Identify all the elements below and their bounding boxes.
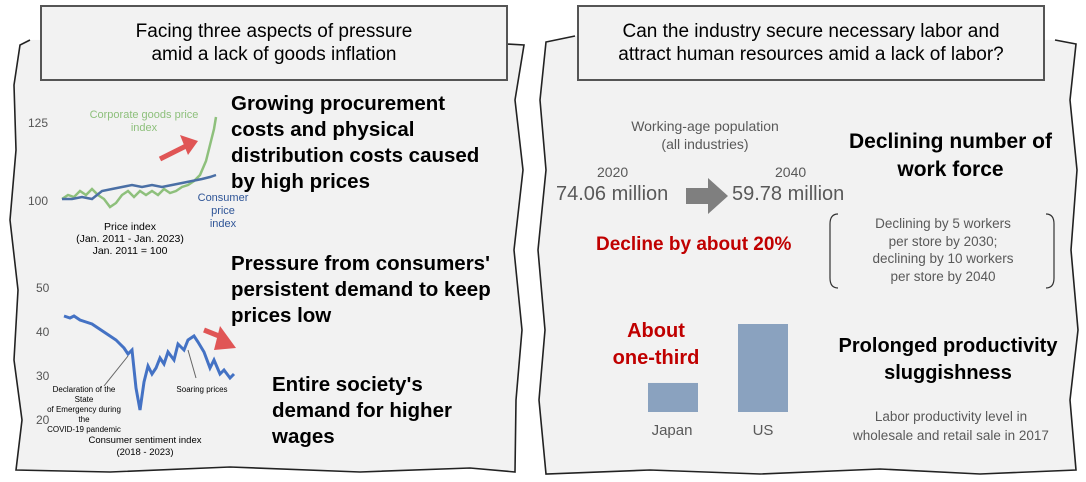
right-point-2: Prolonged productivity sluggishness <box>818 333 1078 387</box>
left-point-3: Entire society's demand for higher wages <box>272 372 502 450</box>
left-point-2-l1: Pressure from consumers' <box>231 252 490 275</box>
left-point-3-l2: demand for higher <box>272 399 452 422</box>
left-point-1-l4: by high prices <box>231 170 370 193</box>
productivity-note-l1: Labor productivity level in <box>874 409 1028 424</box>
right-point-1: Declining number of work force <box>828 128 1073 184</box>
productivity-bar-chart <box>648 324 788 412</box>
covid-annotation: Declaration of the State of Emergency du… <box>44 385 124 435</box>
left-point-3-l1: Entire society's <box>272 373 423 396</box>
left-header: Facing three aspects of pressure amid a … <box>40 5 508 81</box>
left-point-2-l3: prices low <box>231 304 332 327</box>
left-panel-frame <box>9 35 525 473</box>
bar-japan <box>648 382 698 412</box>
about-one-third-l2: one-third <box>612 347 700 369</box>
price-chart-title-l3: Jan. 2011 = 100 <box>92 245 168 257</box>
left-point-1-l3: distribution costs caused <box>231 144 480 167</box>
y-tick-30: 30 <box>36 369 50 383</box>
cgpi-label-l2: index <box>130 122 158 134</box>
cgpi-label: Corporate goods price index <box>74 109 214 135</box>
store-decline-note-l4: per store by 2040 <box>890 268 996 284</box>
value-2020: 74.06 million <box>556 183 669 205</box>
store-decline-note-l1: Declining by 5 workers <box>875 216 1011 231</box>
productivity-note-l2: wholesale and retail sale in 2017 <box>853 428 1049 443</box>
year-2040: 2040 <box>775 164 807 180</box>
working-age-label-l2: (all industries) <box>661 136 749 152</box>
decline-label: Decline by about 20% <box>596 234 792 255</box>
y-tick-40: 40 <box>36 325 50 339</box>
left-point-1: Growing procurement costs and physical d… <box>231 91 511 195</box>
working-age-label: Working-age population (all industries) <box>610 117 800 153</box>
year-2020: 2020 <box>597 164 629 180</box>
productivity-note: Labor productivity level in wholesale an… <box>826 407 1076 445</box>
sentiment-chart-title-l2: (2018 - 2023) <box>116 447 174 458</box>
cpi-label: Consumer price index <box>188 192 258 231</box>
left-header-line1: Facing three aspects of pressure <box>135 21 413 42</box>
sentiment-line <box>63 314 236 411</box>
y-tick-100: 100 <box>28 194 48 208</box>
y-tick-20: 20 <box>36 413 50 427</box>
sentiment-chart-title-l1: Consumer sentiment index <box>88 435 202 446</box>
covid-annotation-l1: Declaration of the State <box>52 385 116 404</box>
about-one-third-l1: About <box>627 320 685 342</box>
right-point-2-l2: sluggishness <box>884 362 1012 384</box>
left-header-line2: amid a lack of goods inflation <box>151 44 397 65</box>
bar-label-us: US <box>752 422 774 439</box>
cpi-label-l2: index <box>209 218 237 230</box>
bar-label-japan: Japan <box>651 422 693 439</box>
cpi-line <box>62 173 217 201</box>
right-point-1-l1: Declining number of <box>848 130 1052 153</box>
covid-annotation-l3: COVID-19 pandemic <box>47 425 121 434</box>
right-panel-frame <box>537 35 1079 475</box>
price-chart-title-l1: Price index <box>104 221 156 233</box>
price-chart-title: Price index (Jan. 2011 - Jan. 2023) Jan.… <box>60 221 200 257</box>
right-point-1-l2: work force <box>897 158 1004 181</box>
price-chart-title-l2: (Jan. 2011 - Jan. 2023) <box>76 233 184 245</box>
price-index-chart: 125 100 <box>28 116 218 209</box>
bar-us <box>738 324 788 412</box>
sentiment-chart-title: Consumer sentiment index (2018 - 2023) <box>70 435 220 459</box>
right-header-line1: Can the industry secure necessary labor … <box>622 21 1000 42</box>
left-point-2: Pressure from consumers' persistent dema… <box>231 251 516 329</box>
working-age-label-l1: Working-age population <box>631 118 779 134</box>
value-2040: 59.78 million <box>732 183 845 205</box>
left-point-1-l2: costs and physical <box>231 118 415 141</box>
soaring-prices-annotation: Soaring prices <box>176 385 228 394</box>
consumer-sentiment-chart: 50 40 30 20 <box>36 281 236 427</box>
y-tick-50: 50 <box>36 281 50 295</box>
right-header-line2: attract human resources amid a lack of l… <box>618 44 1004 65</box>
left-point-1-l1: Growing procurement <box>231 92 446 115</box>
price-up-arrow <box>158 142 190 162</box>
store-decline-note: Declining by 5 workers per store by 2030… <box>838 215 1048 285</box>
store-decline-note-l3: declining by 10 workers <box>872 251 1014 266</box>
right-header: Can the industry secure necessary labor … <box>577 5 1045 81</box>
right-point-2-l1: Prolonged productivity <box>838 335 1058 357</box>
store-decline-note-l2: per store by 2030; <box>888 233 998 249</box>
cgpi-line <box>61 116 218 209</box>
y-tick-125: 125 <box>28 116 48 130</box>
right-arrow-icon <box>686 178 728 214</box>
cpi-label-l1: Consumer price <box>197 192 249 217</box>
about-one-third: About one-third <box>596 318 716 372</box>
cgpi-label-l1: Corporate goods price <box>89 109 199 121</box>
covid-annotation-l2: of Emergency during the <box>47 405 121 424</box>
bracket-frame <box>829 213 1055 289</box>
left-point-2-l2: persistent demand to keep <box>231 278 491 301</box>
left-point-3-l3: wages <box>272 425 335 448</box>
